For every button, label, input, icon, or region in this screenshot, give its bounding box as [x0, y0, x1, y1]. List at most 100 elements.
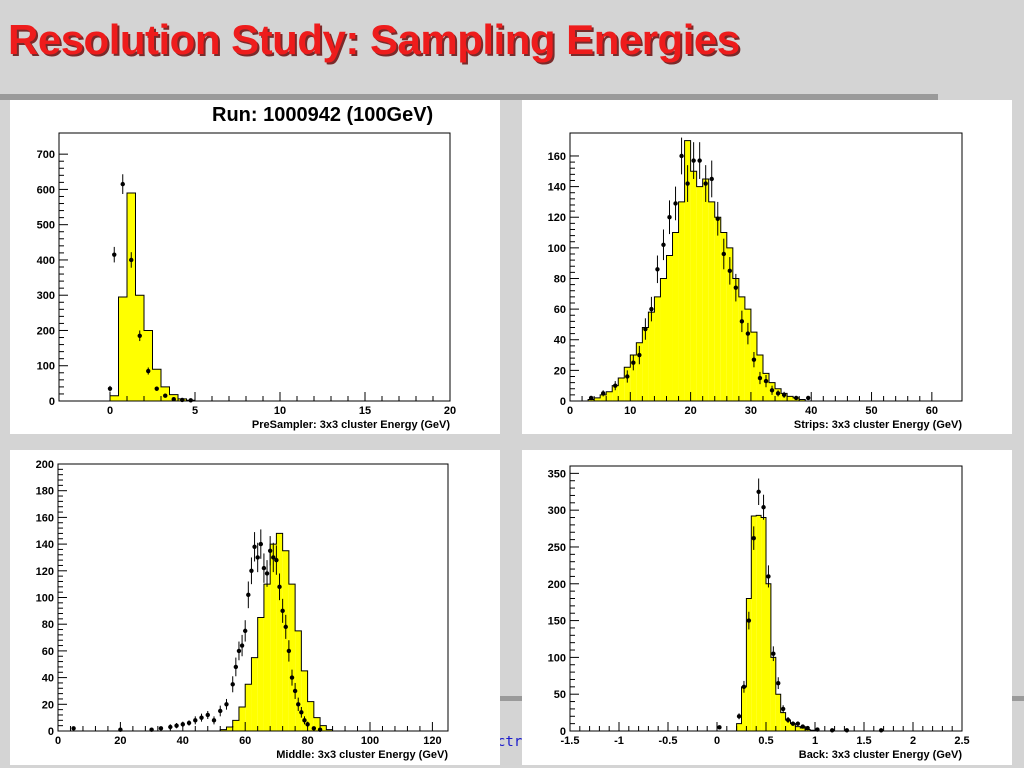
x-tick-label: 2.5 [954, 735, 969, 747]
histogram-bin [805, 729, 811, 731]
histogram-bin [118, 296, 127, 401]
histogram-bin [684, 140, 691, 401]
point-marker [311, 726, 317, 731]
point-marker [721, 251, 726, 257]
point-marker [756, 489, 761, 494]
histogram-bin [270, 544, 277, 731]
x-tick-label: 0 [567, 405, 573, 417]
plot-frame [569, 132, 963, 402]
data-point [252, 532, 257, 562]
y-tick-label: 100 [548, 243, 566, 255]
histogram-bin [799, 399, 806, 401]
back-histogram-panel: 0 50 100 150 200 250 300 350 -1.5 -1 -0.5 0 0.5 1 1.5 2… [522, 450, 1012, 765]
data-point [685, 165, 690, 202]
histogram-bin [326, 729, 333, 731]
data-point [120, 174, 125, 195]
point-marker [795, 721, 801, 726]
point-marker [236, 648, 242, 654]
point-marker [112, 252, 117, 257]
histogram-bin [654, 296, 661, 401]
data-point [785, 717, 791, 723]
histogram-bin [636, 342, 643, 401]
data-point [741, 680, 747, 693]
y-tick-label: 0 [560, 396, 566, 408]
data-point [756, 478, 761, 506]
data-point [588, 395, 594, 401]
data-point [211, 716, 217, 725]
y-tick-label: 160 [36, 512, 54, 524]
histogram-svg: 0 100 200 300 400 500 600 700 0 5 10 15 20 PreSampler… [37, 132, 456, 431]
histogram-bin [263, 584, 271, 731]
data-point [703, 165, 708, 202]
data-point [154, 386, 159, 391]
data-point [745, 322, 751, 345]
histogram-bin [630, 355, 637, 401]
histogram-bin [288, 584, 296, 731]
data-point [763, 374, 769, 388]
data-point [631, 355, 636, 371]
point-marker [146, 368, 151, 374]
point-marker [600, 391, 606, 396]
histogram-bin [756, 515, 762, 731]
x-tick-label: 40 [805, 405, 817, 417]
point-marker [631, 360, 636, 365]
y-tick-label: 140 [36, 539, 54, 551]
data-point [205, 710, 210, 719]
data-point [667, 200, 672, 235]
x-axis-label: Middle: 3x3 cluster Energy (GeV) [276, 749, 448, 761]
data-point [289, 669, 295, 686]
y-tick-label: 150 [548, 616, 566, 628]
y-tick-label: 120 [548, 212, 566, 224]
data-point [163, 393, 168, 398]
point-marker [218, 708, 223, 714]
y-tick-label: 300 [548, 505, 566, 517]
histogram-bin [110, 395, 119, 401]
data-point [806, 395, 811, 401]
x-tick-label: 120 [423, 735, 441, 747]
histogram-bin [594, 397, 601, 401]
data-point [793, 395, 799, 401]
data-point [158, 726, 164, 731]
data-point [274, 545, 279, 575]
point-marker [302, 718, 307, 723]
histogram-bin [612, 385, 619, 401]
histogram-bin [301, 670, 308, 731]
point-marker [757, 375, 763, 381]
point-marker [878, 728, 884, 733]
data-point [230, 676, 235, 693]
x-tick-label: 0 [714, 735, 720, 747]
histogram-bin [642, 327, 649, 401]
data-point [171, 397, 176, 402]
data-point [739, 310, 745, 333]
point-marker [107, 386, 113, 391]
data-point [697, 142, 702, 179]
point-marker [733, 285, 739, 290]
histogram-bin [672, 232, 679, 401]
x-tick-label: 2 [910, 735, 916, 747]
histogram-bin [152, 369, 161, 401]
histogram-svg: 0 20 40 60 80 100 120 140 160 180 200 0 20 40 60 80 100 1… [36, 459, 449, 761]
point-marker [751, 357, 757, 362]
y-tick-label: 600 [37, 184, 55, 196]
point-marker [844, 728, 850, 733]
x-tick-label: 60 [239, 735, 251, 747]
y-tick-label: 60 [554, 304, 566, 316]
point-marker [685, 181, 690, 186]
data-point [218, 705, 223, 717]
histogram-svg: 0 50 100 150 200 250 300 350 -1.5 -1 -0.5 0 0.5 1 1.5 2… [548, 465, 970, 761]
data-point [292, 682, 298, 699]
y-tick-label: 20 [42, 699, 54, 711]
point-marker [246, 592, 251, 598]
histogram-bin [232, 720, 239, 731]
point-marker [224, 702, 229, 707]
point-marker [793, 395, 799, 401]
x-tick-label: 80 [301, 735, 313, 747]
point-marker [274, 557, 279, 563]
point-marker [292, 688, 298, 694]
x-tick-label: 60 [926, 405, 938, 417]
histogram-bin [744, 309, 751, 401]
point-marker [271, 555, 276, 560]
histogram-bin [307, 701, 314, 731]
data-point [71, 726, 76, 731]
x-tick-label: 20 [114, 735, 126, 747]
